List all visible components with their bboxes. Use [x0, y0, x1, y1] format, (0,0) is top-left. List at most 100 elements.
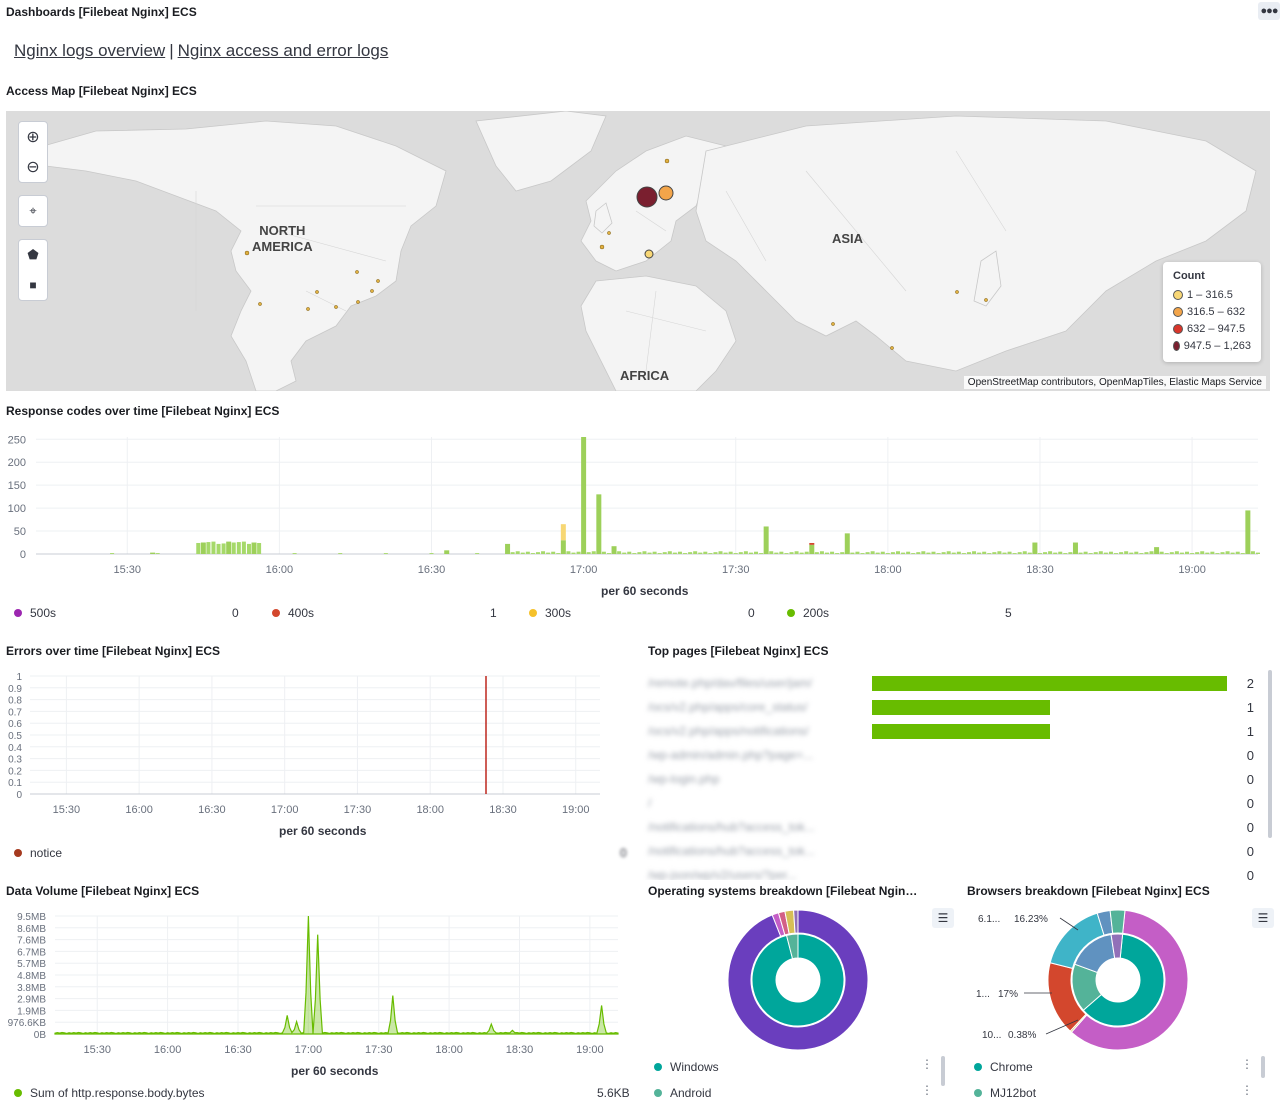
os-breakdown-chart[interactable]	[720, 902, 880, 1062]
bar-200s	[1027, 552, 1032, 554]
top-page-label[interactable]: /ocs/v2.php/apps/notifications/	[648, 724, 809, 738]
bar-200s	[1159, 551, 1164, 554]
os-legend-actions-icon[interactable]: ⋮	[921, 1057, 933, 1071]
link-nginx-access-error-logs[interactable]: Nginx access and error logs	[177, 41, 389, 60]
fit-bounds-button[interactable]: ⌖	[19, 196, 47, 226]
top-page-label[interactable]: /wp-admin/admin.php?page=...	[648, 748, 814, 762]
top-page-label[interactable]: /ocs/v2.php/apps/core_status/	[648, 700, 808, 714]
link-separator: |	[169, 41, 174, 60]
y-tick-label: 0.8	[8, 696, 22, 707]
bar-200s	[774, 552, 779, 554]
os-legend-android[interactable]: Android	[654, 1086, 711, 1100]
donut-inner-slice	[751, 933, 845, 1027]
y-tick-label: 7.6MB	[17, 936, 46, 947]
data-volume-legend-value: 5.6KB	[597, 1086, 630, 1100]
browsers-legend-chrome[interactable]: Chrome	[974, 1060, 1033, 1074]
legend-dot	[1173, 306, 1183, 317]
os-legend-actions-icon[interactable]: ⋮	[921, 1083, 933, 1097]
top-page-label[interactable]: /notifications/hub?access_tok...	[648, 820, 815, 834]
bar-200s	[1022, 551, 1027, 554]
top-page-value: 0	[1246, 796, 1254, 811]
top-page-label[interactable]: /wp-json/wp/v2/users/?per...	[648, 868, 797, 880]
bar-200s	[743, 551, 748, 554]
zoom-out-button[interactable]: ⊖	[19, 152, 47, 182]
access-map[interactable]: NORTH AMERICA ASIA AFRICA ⊕ ⊖ ⌖ ⬟ ■ Count…	[6, 111, 1270, 391]
top-page-label[interactable]: /wp-login.php	[648, 772, 720, 786]
errors-legend-notice[interactable]: notice	[14, 846, 62, 860]
bar-200s	[941, 552, 946, 554]
errors-title: Errors over time [Filebeat Nginx] ECS	[6, 644, 221, 658]
bar-200s	[1174, 551, 1179, 554]
data-volume-legend-item[interactable]: Sum of http.response.body.bytes	[14, 1086, 205, 1100]
browsers-legend-toggle-button[interactable]: ☰	[1252, 908, 1274, 928]
top-page-bar[interactable]	[872, 676, 1227, 691]
slice-label-prefix: 6.1...	[978, 914, 1000, 925]
bar-200s	[987, 553, 992, 554]
bar-200s	[1250, 551, 1255, 554]
bar-200s	[475, 553, 480, 554]
y-tick-label: 9.5MB	[17, 912, 46, 923]
errors-chart[interactable]: 00.10.20.30.40.50.60.70.80.91 15:30 16:00 1…	[0, 668, 620, 818]
os-legend-scrollbar[interactable]	[941, 1056, 945, 1086]
response-codes-legend-500s[interactable]: 500s	[14, 606, 56, 620]
x-tick-label: 18:00	[435, 1044, 463, 1056]
top-pages-scrollbar[interactable]	[1268, 670, 1272, 838]
data-volume-area	[54, 915, 619, 1035]
fit-bounds-control: ⌖	[18, 195, 48, 227]
bar-200s	[693, 551, 698, 554]
zoom-in-button[interactable]: ⊕	[19, 122, 47, 152]
map-marker-stockholm[interactable]	[636, 186, 658, 208]
map-legend-item: 316.5 – 632	[1173, 303, 1251, 320]
draw-bounds-button[interactable]: ■	[19, 270, 47, 300]
y-tick-label: 0.4	[8, 743, 22, 754]
bar-200s	[541, 551, 546, 554]
response-codes-legend-400s[interactable]: 400s	[272, 606, 314, 620]
top-page-label[interactable]: /notifications/hub?access_tok...	[648, 844, 815, 858]
browsers-legend-scrollbar[interactable]	[1261, 1056, 1265, 1078]
response-codes-legend-300s[interactable]: 300s	[529, 606, 571, 620]
bar-200s	[1215, 553, 1220, 554]
bar-200s	[1032, 542, 1038, 554]
top-page-label[interactable]: /	[648, 796, 652, 810]
os-legend-windows[interactable]: Windows	[654, 1060, 719, 1074]
response-codes-legend-200s[interactable]: 200s	[787, 606, 829, 620]
bar-200s	[713, 552, 718, 554]
bar-200s	[1103, 552, 1108, 554]
map-attribution[interactable]: OpenStreetMap contributors, OpenMapTiles…	[963, 376, 1266, 389]
bar-200s	[556, 553, 561, 554]
bar-200s	[525, 551, 530, 554]
link-nginx-logs-overview[interactable]: Nginx logs overview	[14, 41, 166, 60]
draw-polygon-button[interactable]: ⬟	[19, 240, 47, 270]
os-legend-toggle-button[interactable]: ☰	[932, 908, 954, 928]
x-tick-label: 17:00	[295, 1044, 323, 1056]
bar-200s	[338, 553, 343, 554]
bar-200s	[814, 552, 819, 554]
fit-bounds-icon: ⌖	[29, 203, 37, 218]
y-tick-label: 0B	[34, 1030, 47, 1041]
bar-200s	[110, 553, 115, 554]
browsers-breakdown-chart[interactable]: 6.1... 16.23% 1... 17% 10... 0.38%	[970, 900, 1200, 1060]
y-tick-label: 200	[8, 457, 26, 469]
bar-400s	[809, 542, 815, 545]
bar-200s	[292, 553, 297, 554]
data-volume-chart[interactable]: 0B976.6KB1.9MB2.9MB3.8MB4.8MB5.7MB6.7MB7…	[0, 906, 630, 1056]
browsers-legend-actions-icon[interactable]: ⋮	[1241, 1057, 1253, 1071]
donut-outer-slice	[793, 909, 799, 934]
top-page-label[interactable]: /remote.php/dav/files/user/jam/	[648, 676, 813, 690]
top-page-bar[interactable]	[872, 700, 1050, 715]
y-tick-label: 50	[14, 526, 26, 538]
panel-options-button[interactable]: ●●●	[1258, 2, 1280, 20]
dashboard-title: Dashboards [Filebeat Nginx] ECS	[6, 5, 197, 19]
top-page-bar[interactable]	[872, 724, 1050, 739]
response-codes-chart[interactable]: 0 50 100 150 200 250 15:30 16:00 16:30 17:00 17:30…	[0, 425, 1270, 585]
y-tick-label: 0.1	[8, 778, 22, 789]
browsers-legend-mj12bot[interactable]: MJ12bot	[974, 1086, 1036, 1100]
bar-200s	[830, 551, 835, 554]
x-tick-label: 15:30	[83, 1044, 111, 1056]
map-marker-vienna[interactable]	[644, 249, 654, 259]
bar-200s	[1124, 551, 1129, 554]
x-tick-label: 19:00	[1178, 564, 1206, 576]
bar-200s	[1245, 510, 1251, 554]
browsers-legend-actions-icon[interactable]: ⋮	[1241, 1083, 1253, 1097]
map-marker-helsinki[interactable]	[658, 185, 674, 201]
